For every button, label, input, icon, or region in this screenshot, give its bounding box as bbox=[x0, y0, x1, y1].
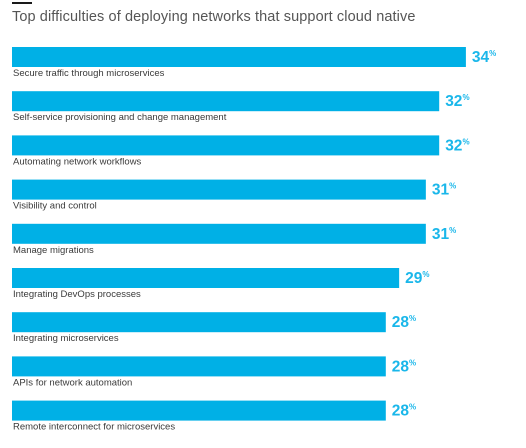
bar bbox=[12, 179, 426, 200]
bar-value-label: 31% bbox=[432, 182, 456, 199]
bar-value-label: 32% bbox=[445, 137, 469, 154]
bar-category-label: Manage migrations bbox=[13, 245, 94, 256]
chart-title: Top difficulties of deploying networks t… bbox=[12, 9, 416, 25]
bar-category-label: Integrating microservices bbox=[13, 333, 119, 344]
bar bbox=[12, 312, 386, 333]
bar bbox=[12, 400, 386, 421]
bar-value-label: 31% bbox=[432, 226, 456, 243]
bar bbox=[12, 223, 426, 244]
bar-value-label: 29% bbox=[405, 270, 429, 287]
bar bbox=[12, 268, 400, 288]
bar-category-label: Secure traffic through microservices bbox=[13, 68, 165, 79]
bar bbox=[12, 47, 466, 67]
bar-category-label: Self-service provisioning and change man… bbox=[13, 112, 227, 123]
bar-category-label: Integrating DevOps processes bbox=[13, 289, 141, 300]
bar-value-label: 34% bbox=[472, 49, 496, 66]
bar-category-label: APIs for network automation bbox=[13, 377, 132, 388]
bar bbox=[12, 91, 440, 112]
bar bbox=[12, 135, 440, 156]
bar-category-label: Automating network workflows bbox=[13, 156, 142, 167]
bar-value-label: 32% bbox=[445, 93, 469, 110]
title-accent-mark bbox=[12, 2, 32, 4]
bar-category-label: Remote interconnect for microservices bbox=[13, 422, 175, 433]
bar-category-label: Visibility and control bbox=[13, 201, 97, 212]
bar-value-label: 28% bbox=[392, 403, 416, 420]
bar bbox=[12, 356, 386, 377]
bar-value-label: 28% bbox=[392, 358, 416, 375]
bar-value-label: 28% bbox=[392, 314, 416, 331]
